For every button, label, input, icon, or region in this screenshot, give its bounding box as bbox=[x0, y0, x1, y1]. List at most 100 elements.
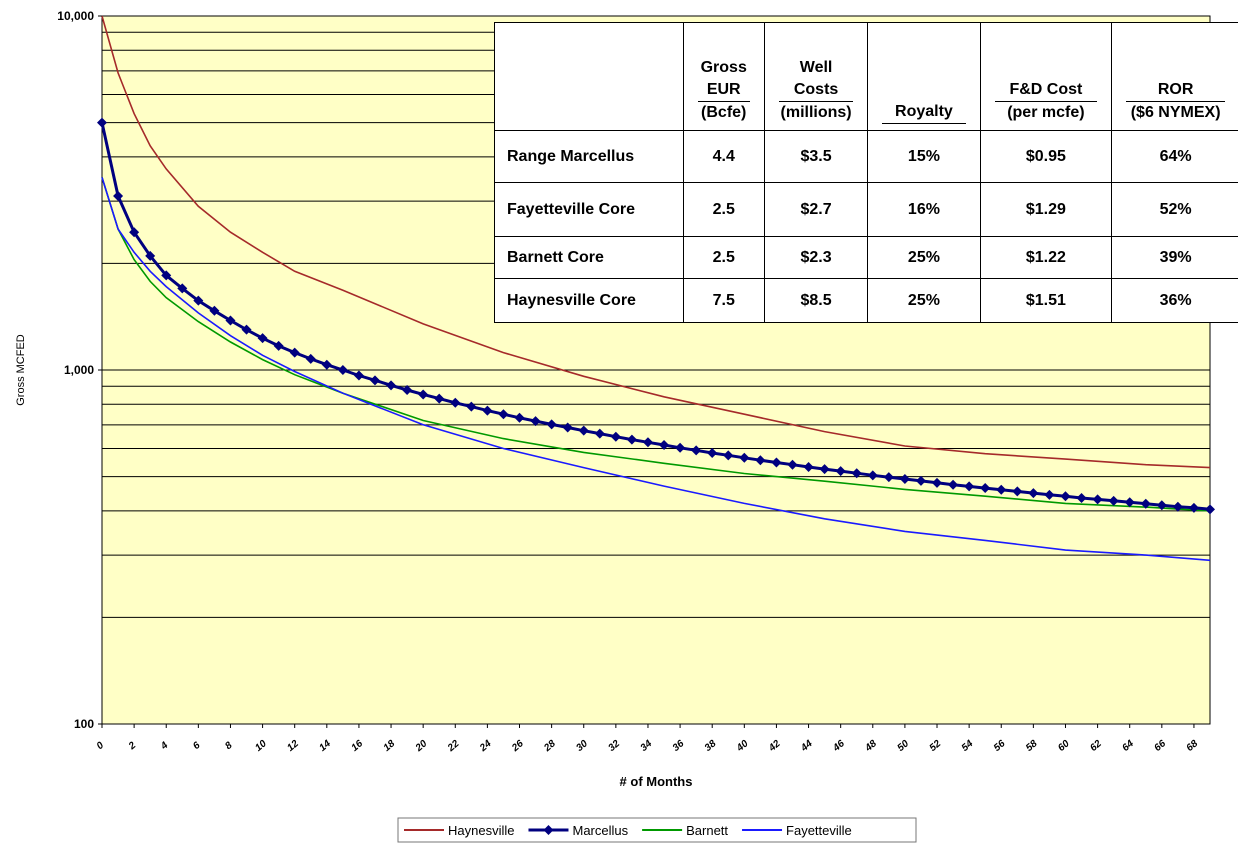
data-point bbox=[996, 484, 1007, 495]
data-point bbox=[209, 305, 220, 316]
x-tick-label: 52 bbox=[928, 738, 944, 754]
table-cell: $1.22 bbox=[979, 236, 1113, 279]
data-point bbox=[450, 397, 461, 408]
table-cell: 4.4 bbox=[682, 130, 765, 183]
x-tick-label: 48 bbox=[863, 738, 880, 755]
table-cell: 64% bbox=[1111, 130, 1238, 183]
data-point bbox=[321, 359, 332, 370]
table-header-cell: Gross EUR (Bcfe) bbox=[682, 22, 765, 131]
x-tick-label: 62 bbox=[1088, 738, 1104, 754]
data-point bbox=[177, 283, 188, 294]
data-point bbox=[642, 437, 653, 448]
table-header-cell: F&D Cost (per mcfe) bbox=[979, 22, 1113, 131]
legend-label-barnett: Barnett bbox=[686, 823, 728, 838]
legend-label-fayetteville: Fayetteville bbox=[786, 823, 852, 838]
table-cell: 7.5 bbox=[682, 278, 765, 323]
x-tick-label: 22 bbox=[445, 738, 462, 755]
data-point bbox=[803, 462, 814, 473]
x-tick-label: 2 bbox=[126, 740, 138, 753]
data-point bbox=[948, 479, 959, 490]
data-point bbox=[1012, 486, 1023, 497]
series-lines bbox=[97, 15, 1215, 562]
data-point bbox=[1028, 488, 1039, 499]
data-point bbox=[626, 434, 637, 445]
legend-label-marcellus: Marcellus bbox=[572, 823, 628, 838]
x-tick-label: 4 bbox=[158, 740, 170, 753]
x-tick-label: 34 bbox=[639, 738, 655, 754]
x-tick-label: 38 bbox=[703, 738, 719, 754]
x-tick-label: 24 bbox=[477, 738, 494, 755]
data-point bbox=[1060, 491, 1071, 502]
data-point bbox=[241, 324, 252, 335]
x-tick-label: 64 bbox=[1120, 738, 1136, 754]
x-tick-label: 36 bbox=[671, 738, 687, 754]
x-tick-label: 26 bbox=[509, 738, 526, 755]
table-header-cell: ROR ($6 NYMEX) bbox=[1111, 22, 1238, 131]
header-text-top: Gross bbox=[700, 59, 747, 76]
data-point bbox=[610, 431, 621, 442]
data-point bbox=[755, 455, 766, 466]
table-header-cell bbox=[494, 22, 684, 131]
table-body: Range Marcellus 4.4 $3.5 15% $0.95 64% Fayette… bbox=[494, 130, 1238, 323]
x-tick-label: 20 bbox=[413, 738, 430, 755]
data-point bbox=[1188, 502, 1199, 513]
well-economics-table: Gross EUR (Bcfe) Well Costs (millions) Royalty… bbox=[494, 22, 1238, 323]
x-tick-label: 28 bbox=[541, 738, 558, 755]
data-point bbox=[867, 470, 878, 481]
table-cell: 16% bbox=[867, 182, 981, 237]
x-tick-label: 14 bbox=[317, 738, 333, 754]
x-tick-label: 58 bbox=[1024, 738, 1040, 754]
data-point bbox=[899, 474, 910, 485]
x-tick-label: 42 bbox=[766, 738, 783, 755]
table-cell: $3.5 bbox=[763, 130, 869, 183]
table-cell: $2.7 bbox=[763, 182, 869, 237]
series-line-haynesville bbox=[101, 15, 1211, 469]
x-tick-label: 44 bbox=[798, 738, 815, 755]
data-point bbox=[113, 191, 124, 202]
header-text-bottom: ($6 NYMEX) bbox=[1130, 104, 1221, 121]
y-axis-ticks: 100 1,000 10,000 bbox=[57, 9, 102, 731]
table-cell: 52% bbox=[1111, 182, 1238, 237]
data-point bbox=[514, 412, 525, 423]
header-text-bottom: (Bcfe) bbox=[701, 104, 747, 121]
data-point bbox=[739, 452, 750, 463]
data-point bbox=[578, 425, 589, 436]
data-point bbox=[787, 459, 798, 470]
data-point bbox=[225, 315, 236, 326]
data-point bbox=[1140, 498, 1151, 509]
table-row: Range Marcellus 4.4 $3.5 15% $0.95 64% bbox=[494, 130, 1238, 183]
data-point bbox=[193, 295, 204, 306]
x-tick-label: 30 bbox=[574, 738, 590, 754]
table-row: Haynesville Core 7.5 $8.5 25% $1.51 36% bbox=[494, 278, 1238, 323]
x-tick-label: 8 bbox=[223, 740, 235, 752]
row-name-cell: Barnett Core bbox=[494, 236, 684, 279]
data-point bbox=[369, 375, 380, 386]
series-line-marcellus bbox=[100, 122, 1211, 511]
data-point bbox=[915, 475, 926, 486]
x-tick-label: 46 bbox=[830, 738, 847, 755]
table-cell: 36% bbox=[1111, 278, 1238, 323]
table-header-cell: Royalty bbox=[867, 22, 981, 131]
data-point bbox=[482, 405, 493, 416]
data-point bbox=[771, 457, 782, 468]
x-tick-label: 40 bbox=[734, 738, 751, 755]
y-tick-label: 100 bbox=[74, 717, 94, 731]
data-point bbox=[1124, 497, 1135, 508]
header-text-mid: EUR bbox=[697, 79, 750, 102]
data-point bbox=[145, 250, 156, 261]
header-text-bottom: (per mcfe) bbox=[1007, 104, 1085, 121]
header-text-bottom: (millions) bbox=[780, 104, 852, 121]
header-text-mid: Royalty bbox=[882, 101, 966, 124]
table-cell: 2.5 bbox=[682, 236, 765, 279]
data-point bbox=[932, 477, 943, 488]
data-point bbox=[161, 270, 172, 281]
table-cell: 39% bbox=[1111, 236, 1238, 279]
data-point bbox=[386, 380, 397, 391]
data-point bbox=[530, 416, 541, 427]
data-point bbox=[964, 481, 975, 492]
table-cell: $0.95 bbox=[979, 130, 1113, 183]
data-point bbox=[402, 385, 413, 396]
header-text-top: Well bbox=[799, 59, 833, 76]
x-tick-label: 60 bbox=[1056, 738, 1072, 754]
data-point bbox=[1092, 494, 1103, 505]
